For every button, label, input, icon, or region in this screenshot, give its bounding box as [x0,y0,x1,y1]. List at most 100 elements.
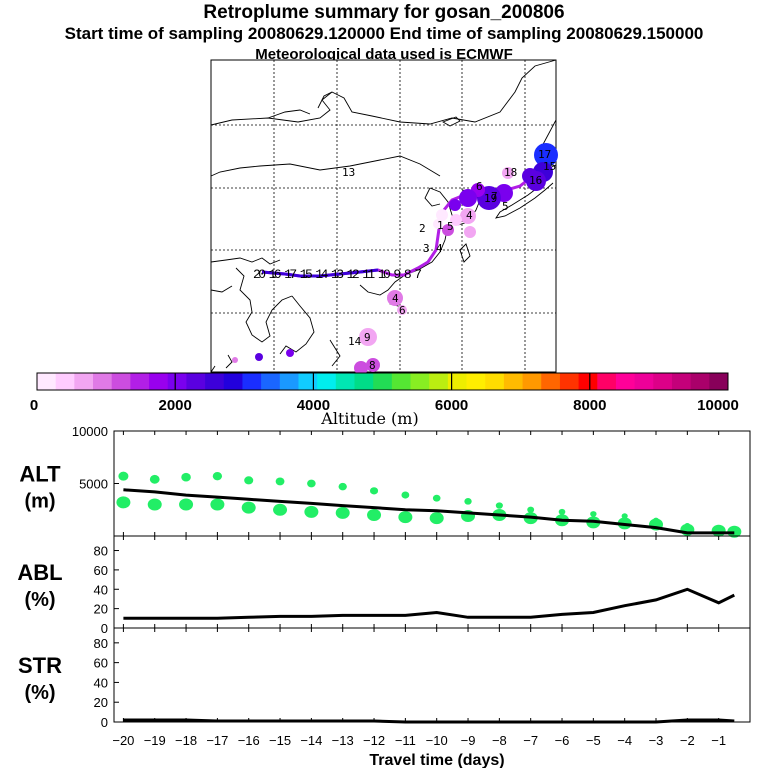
colorbar-cell [391,373,411,390]
colorbar-cell [335,373,355,390]
colorbar-cell [410,373,430,390]
x-axis-ticks: −20 −19 −18 −17 −16 −15 −14 −13 −12 −11 −10 −9 −8 −7 −… [112,733,726,748]
y-tick-label: 80 [94,544,108,559]
colorbar-tick-label: 6000 [435,397,468,414]
x-tick-label: −19 [144,733,166,748]
colorbar-cell [653,373,673,390]
x-tick-label: −1 [711,733,726,748]
day-label: 5 [502,200,509,213]
y-tick-label: 60 [94,563,108,578]
day-label: 4 [436,242,443,255]
colorbar-cell [559,373,579,390]
panel-series-line [123,488,735,535]
alt-scatter-point [116,496,131,509]
trajectory-day-marker [450,214,462,226]
colorbar-cell [597,373,617,390]
panel-unit: (%) [24,682,55,704]
colorbar-label: Altitude (m) [320,409,418,428]
trajectory-day-marker [387,290,403,306]
colorbar-cell [671,373,692,390]
panel-label: STR [18,653,62,678]
day-label: 19 [484,192,497,205]
alt-scatter-point [401,491,410,499]
colorbar-cell [373,373,393,390]
colorbar-tick-label: 4000 [297,397,330,414]
colorbar-cell [466,373,486,390]
trajectory-day-marker [460,208,476,224]
colorbar-cell [709,373,729,390]
alt-scatter-point [727,525,742,538]
path-day-labels: 20 16 17 15 14 13 12 11 10 9 8 7 1715161… [253,148,556,372]
day-label: 8 [369,359,376,372]
colorbar-cell [93,373,113,390]
x-tick-label: −3 [649,733,664,748]
x-tick-label: −18 [175,733,197,748]
x-tick-label: −17 [206,733,228,748]
day-label: 4 [466,209,473,222]
alt-scatter-point [273,503,288,516]
x-tick-label: −16 [238,733,260,748]
trajectory-day-marker [286,349,294,357]
x-tick-label: −7 [523,733,538,748]
trajectory-day-marker [255,353,263,361]
alt-scatter-point [711,524,726,537]
y-tick-label: 80 [94,636,108,651]
colorbar-cell [634,373,654,390]
sampling-time-line: Start time of sampling 20080629.120000 E… [64,24,704,43]
colorbar-cell [37,373,57,390]
colorbar-cell [298,373,318,390]
x-tick-label: −2 [680,733,695,748]
trajectory-day-marker [464,226,476,238]
alt-scatter-point [464,498,472,505]
x-tick-label: −11 [395,733,416,748]
alt-scatter-point [367,509,382,521]
colorbar-cell [149,373,169,390]
trajectory-day-marker [449,199,461,211]
trajectory-day-marker [502,167,514,179]
colorbar-cell [205,373,225,390]
x-axis-label: Travel time (days) [369,752,504,768]
panel-label: ABL [17,560,62,585]
altitude-colorbar: 0 2000 4000 6000 8000 10000 Altitude (m) [30,372,739,428]
colorbar-cell [111,373,131,390]
alt-scatter-point [369,487,379,495]
trajectory-day-marker [442,224,454,236]
y-tick-label: 60 [94,656,108,671]
alt-scatter-point [244,476,254,485]
colorbar-cell [615,373,636,390]
chart-title: Retroplume summary for gosan_200806 [203,2,565,23]
alt-scatter-point [181,472,191,482]
map-graticule [211,60,556,372]
colorbar-cell [503,373,523,390]
day-label: 7 [491,190,498,203]
day-label: 18 [504,166,517,179]
x-tick-label: −13 [332,733,354,748]
y-tick-label: 40 [94,582,108,597]
day-label: 13 [342,166,355,179]
trajectory-day-marker [522,168,538,184]
colorbar-cell [167,373,187,390]
trajectory-day-marker [433,219,443,229]
path-label-string: 20 16 17 15 14 13 12 11 10 9 8 7 [253,267,421,282]
day-label: 16 [529,174,542,187]
day-label: 17 [538,148,551,161]
alt-scatter-point [118,471,129,481]
colorbar-cell [354,373,374,390]
y-tick-label: 10000 [72,424,108,439]
y-tick-label: 0 [101,621,108,636]
trajectory-day-marker [397,305,407,315]
colorbar-cell [261,373,281,390]
alt-scatter-point [429,512,444,525]
alt-scatter-point [307,479,316,488]
panel-alt: 5000 10000 ALT (m) [19,424,751,538]
colorbar-tick-label: 10000 [697,397,739,414]
meteorology-line: Meteorological data used is ECMWF [255,46,513,63]
alt-scatter-point [398,511,413,524]
trajectory-day-marker [359,328,377,346]
day-label: 6 [399,304,406,317]
colorbar-cell [317,373,337,390]
colorbar-cell [447,373,467,390]
x-tick-label: −14 [300,733,322,748]
day-label: 4 [392,292,399,305]
